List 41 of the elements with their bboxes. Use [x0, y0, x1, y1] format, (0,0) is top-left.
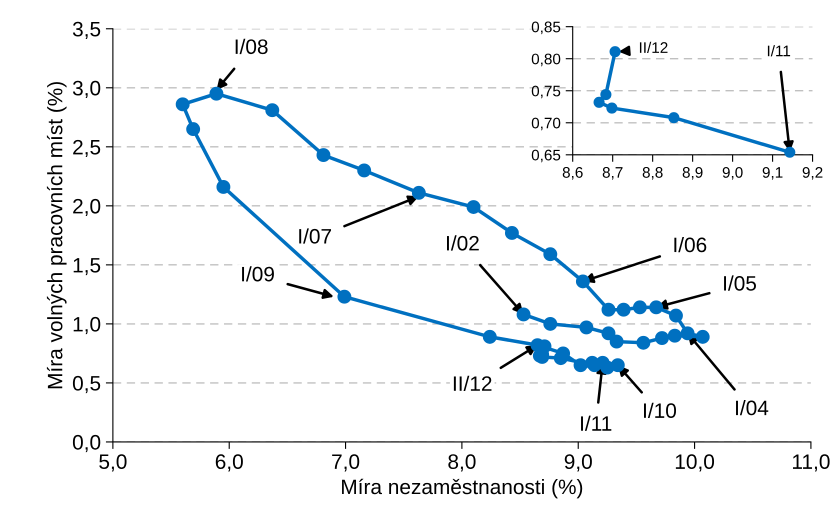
annotation: I/05 [724, 275, 756, 291]
x-tick-label: 8,8 [642, 167, 663, 180]
y-tick-label: 0,65 [532, 150, 560, 162]
x-tick-label: 10,0 [676, 454, 714, 472]
x-tick-label: 8,0 [448, 454, 476, 472]
x-tick-label: 9,0 [722, 167, 743, 180]
annotation: I/08 [236, 38, 268, 54]
x-tick-label: 9,0 [564, 454, 592, 472]
y-axis-title: Míra volných pracovních míst (%) [46, 82, 67, 388]
x-tick-label: 8,6 [562, 167, 583, 180]
y-tick-label: 2,5 [73, 140, 100, 158]
annotation: I/09 [242, 266, 274, 282]
annotation: I/11 [581, 416, 612, 431]
x-tick-label: 11,0 [792, 454, 830, 472]
x-tick-label: 5,0 [99, 454, 127, 472]
annotation: I/07 [299, 228, 332, 244]
y-tick-label: 0,70 [532, 118, 560, 130]
annotation: I/11 [768, 45, 790, 56]
annotation: I/04 [736, 400, 768, 416]
y-tick-label: 0,0 [72, 434, 100, 452]
annotation: I/06 [674, 236, 706, 252]
y-tick-label: 2,0 [73, 198, 100, 216]
y-tick-label: 0,75 [532, 86, 560, 98]
annotation: II/12 [640, 42, 668, 53]
annotation: I/10 [644, 402, 676, 418]
annotation: I/02 [446, 235, 479, 251]
x-tick-label: 8,7 [602, 167, 623, 180]
y-tick-label: 3,5 [72, 22, 100, 39]
x-tick-label: 9,2 [802, 167, 822, 180]
y-tick-label: 3,0 [72, 80, 100, 98]
x-tick-label: 6,0 [216, 454, 243, 472]
x-axis-title: Míra nezaměstnanosti (%) [342, 478, 582, 498]
annotation: II/12 [454, 376, 492, 392]
y-tick-label: 0,5 [72, 376, 100, 394]
y-tick-label: 0,80 [532, 54, 560, 66]
y-tick-label: 1,5 [74, 258, 100, 276]
x-tick-label: 8,9 [682, 167, 703, 180]
x-tick-label: 9,1 [762, 167, 782, 180]
x-tick-label: 7,0 [332, 454, 360, 472]
y-tick-label: 1,0 [74, 316, 100, 334]
y-tick-label: 0,85 [532, 22, 560, 34]
